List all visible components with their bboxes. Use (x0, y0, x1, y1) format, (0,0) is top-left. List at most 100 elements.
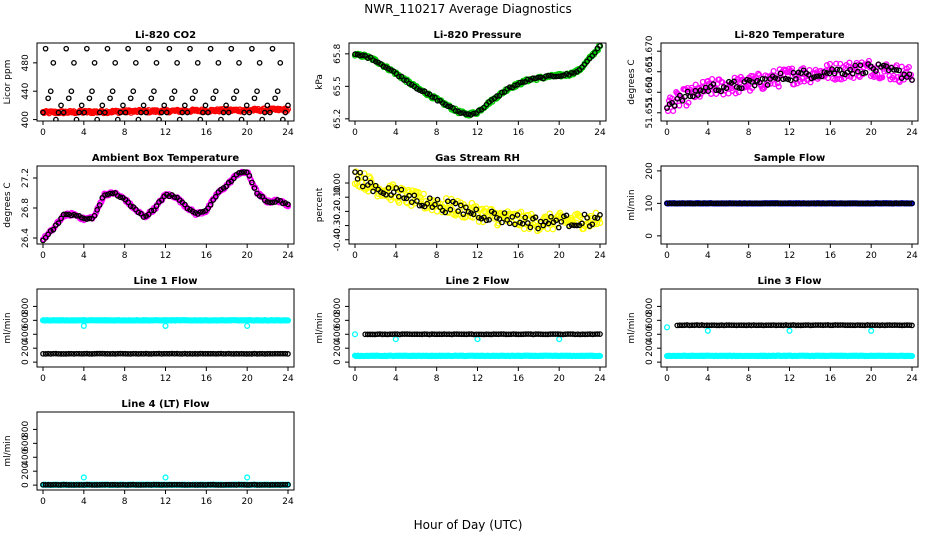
data-point-obs (89, 482, 95, 488)
data-point-obs (834, 200, 841, 207)
data-point-obs (220, 350, 227, 357)
data-point-obs (512, 82, 518, 89)
data-point-obs (751, 82, 758, 89)
data-point-obs (120, 102, 126, 109)
data-point-obs (96, 481, 103, 488)
data-point-obs (241, 350, 248, 357)
data-point-fill (908, 352, 916, 360)
data-point-obs (236, 60, 242, 66)
data-point-fill (838, 76, 845, 83)
data-point-obs (42, 45, 49, 52)
data-point-obs (692, 200, 699, 207)
data-point-obs (169, 481, 175, 488)
data-point-obs (151, 350, 157, 357)
y-tick-label: -0.20 (333, 199, 343, 223)
data-point-obs (769, 200, 776, 207)
data-point-obs (527, 224, 534, 231)
data-point-obs (254, 88, 260, 95)
data-point-obs (589, 221, 596, 228)
data-point-obs (689, 200, 696, 207)
data-point-obs (664, 105, 670, 111)
data-point-obs (408, 199, 415, 205)
data-point-obs (205, 109, 211, 116)
data-point-obs (243, 169, 250, 176)
data-point-obs (269, 199, 276, 206)
data-point-obs (259, 193, 266, 200)
data-point-fill (685, 99, 692, 106)
data-point-obs (893, 200, 900, 207)
data-point-obs (896, 200, 902, 207)
data-point-obs (723, 200, 730, 207)
data-point-obs (452, 200, 459, 207)
data-point-obs (736, 85, 743, 91)
data-point-obs (107, 190, 113, 197)
data-point-obs (419, 88, 425, 95)
data-point-obs (687, 200, 694, 207)
data-point-obs (99, 350, 106, 357)
x-tick-label: 0 (352, 128, 358, 138)
data-point-obs (677, 92, 683, 99)
plot-area (663, 322, 916, 360)
x-tick-label: 20 (865, 128, 877, 138)
data-point-obs (230, 481, 237, 488)
data-point-obs (524, 220, 531, 226)
y-tick-label: 400 (21, 448, 31, 465)
data-point-obs (210, 95, 217, 102)
y-tick-label: 800 (333, 298, 343, 315)
data-point-obs (457, 110, 464, 116)
y-axis-label: ml/min (3, 312, 13, 343)
data-point-obs (493, 93, 500, 99)
panel-co2: Li-820 CO2 Licor ppm 0 4 8 12 16 20 24 400 440 480 (3, 30, 295, 138)
data-point-obs (787, 77, 794, 84)
data-point-obs (99, 481, 106, 488)
data-point-obs (597, 43, 603, 49)
data-point-obs (184, 109, 191, 116)
data-point-obs (664, 200, 670, 207)
x-tick-label: 8 (746, 374, 752, 384)
data-point-obs (452, 107, 459, 114)
data-point-obs (726, 200, 732, 207)
data-point-fill (826, 60, 834, 67)
data-point-obs (798, 200, 804, 207)
data-point-obs (359, 52, 366, 59)
data-point-obs (251, 481, 258, 488)
panel-temperature: Li-820 Temperature degrees C 0 4 8 12 16 20 24 51… (627, 30, 919, 138)
data-point-fill (546, 210, 554, 217)
data-point-obs (174, 481, 180, 488)
data-point-obs (777, 200, 784, 207)
data-point-spike (786, 327, 793, 334)
data-point-obs (548, 213, 554, 220)
data-point-obs (109, 190, 116, 197)
data-point-obs (161, 102, 168, 109)
data-point-obs (545, 220, 552, 227)
x-tick-label: 24 (906, 128, 918, 138)
data-point-obs (767, 200, 774, 207)
y-axis-label: ml/min (3, 435, 13, 466)
data-point-obs (844, 200, 851, 207)
x-tick-label: 20 (553, 374, 565, 384)
data-point-obs (251, 350, 258, 357)
data-point-obs (117, 350, 124, 357)
data-point-obs (470, 110, 477, 117)
data-point-obs (138, 350, 144, 357)
data-point-obs (138, 109, 144, 116)
data-point-obs (228, 350, 235, 357)
x-tick-label: 24 (282, 128, 294, 138)
data-point-fill (771, 80, 778, 87)
x-tick-label: 0 (40, 128, 46, 138)
data-point-obs (233, 350, 240, 357)
data-point-obs (785, 200, 792, 207)
data-point-obs (865, 200, 872, 207)
x-tick-label: 8 (746, 128, 752, 138)
data-point-obs (777, 70, 784, 77)
data-point-obs (880, 200, 887, 207)
data-point-obs (125, 350, 131, 357)
data-point-obs (666, 200, 673, 207)
data-point-obs (73, 350, 80, 357)
data-point-obs (695, 200, 701, 207)
data-point-obs (713, 200, 719, 207)
data-point-obs (230, 95, 237, 102)
data-point-obs (597, 331, 603, 337)
data-point-obs (780, 200, 786, 207)
data-point-obs (537, 218, 544, 225)
